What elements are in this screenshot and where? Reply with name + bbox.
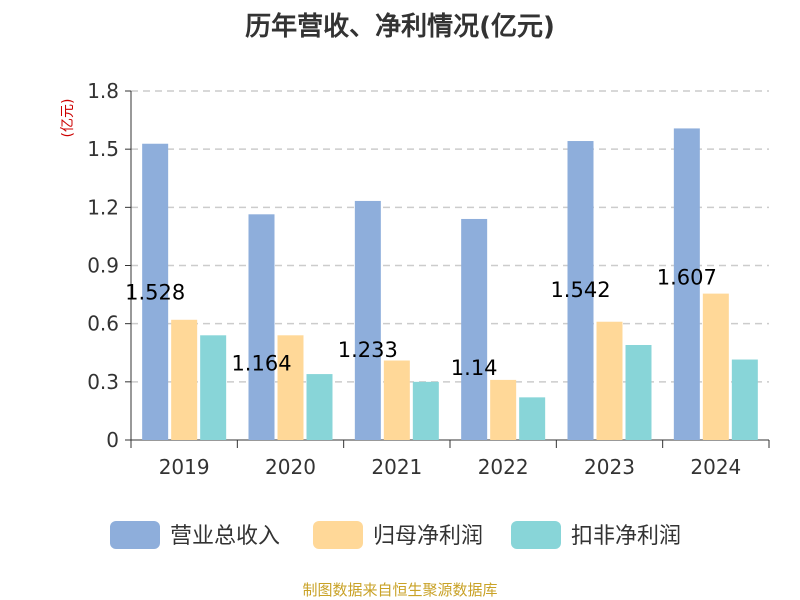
y-tick-label: 0.3 bbox=[87, 370, 119, 394]
bar-营业总收入 bbox=[354, 200, 381, 440]
data-label: 1.164 bbox=[231, 351, 291, 375]
data-label: 1.14 bbox=[451, 356, 498, 380]
bar-扣非净利润 bbox=[412, 381, 439, 440]
bar-归母净利润 bbox=[596, 321, 623, 440]
legend-swatch bbox=[110, 521, 160, 549]
x-tick-label: 2024 bbox=[690, 455, 741, 479]
bar-营业总收入 bbox=[248, 214, 275, 440]
legend-swatch bbox=[511, 521, 561, 549]
y-tick-label: 0 bbox=[106, 428, 119, 452]
y-tick-label: 1.2 bbox=[87, 195, 119, 219]
y-unit-label: (亿元) bbox=[60, 99, 76, 138]
x-tick-label: 2023 bbox=[584, 455, 635, 479]
chart-title: 历年营收、净利情况(亿元) bbox=[245, 12, 555, 42]
y-tick-label: 0.9 bbox=[87, 254, 119, 278]
bar-营业总收入 bbox=[142, 143, 169, 440]
bar-归母净利润 bbox=[277, 335, 304, 440]
x-tick-label: 2022 bbox=[478, 455, 529, 479]
bar-归母净利润 bbox=[383, 360, 410, 440]
data-label: 1.233 bbox=[338, 338, 398, 362]
bar-归母净利润 bbox=[171, 319, 198, 440]
y-tick-label: 1.5 bbox=[87, 137, 119, 161]
y-tick-label: 1.8 bbox=[87, 79, 119, 103]
bar-归母净利润 bbox=[702, 293, 729, 440]
legend-label: 营业总收入 bbox=[170, 524, 280, 549]
x-tick-label: 2020 bbox=[265, 455, 316, 479]
x-tick-label: 2021 bbox=[371, 455, 422, 479]
x-tick-label: 2019 bbox=[159, 455, 210, 479]
bar-营业总收入 bbox=[673, 128, 700, 440]
legend-swatch bbox=[313, 521, 363, 549]
bar-扣非净利润 bbox=[306, 374, 333, 440]
data-label: 1.528 bbox=[125, 281, 185, 305]
source-note: 制图数据来自恒生聚源数据库 bbox=[302, 581, 498, 599]
legend-label: 扣非净利润 bbox=[571, 524, 681, 549]
bar-扣非净利润 bbox=[731, 359, 758, 440]
y-tick-label: 0.6 bbox=[87, 312, 119, 336]
legend-label: 归母净利润 bbox=[373, 524, 483, 549]
bar-归母净利润 bbox=[490, 379, 517, 440]
data-label: 1.542 bbox=[550, 278, 610, 302]
bar-扣非净利润 bbox=[519, 397, 546, 440]
bar-扣非净利润 bbox=[625, 344, 652, 440]
data-label: 1.607 bbox=[657, 265, 717, 289]
bar-营业总收入 bbox=[567, 141, 594, 441]
bar-营业总收入 bbox=[461, 218, 488, 440]
bar-扣非净利润 bbox=[200, 335, 227, 440]
